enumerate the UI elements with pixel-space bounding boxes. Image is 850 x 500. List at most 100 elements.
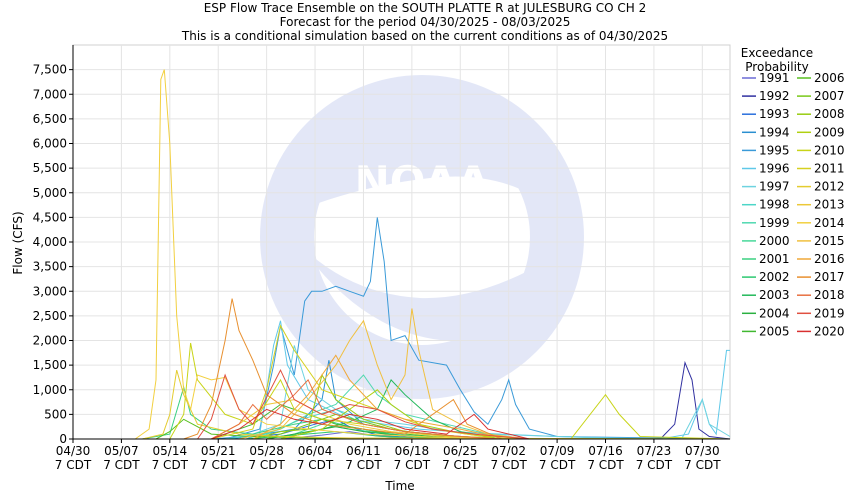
legend-label-2003: 2003 (759, 288, 790, 302)
x-tick-label-time: 7 CDT (345, 458, 382, 472)
series-line-2020 (73, 408, 730, 440)
y-tick-label: 7,000 (33, 87, 67, 101)
x-tick-label-date: 07/23 (637, 444, 672, 458)
legend-label-2002: 2002 (759, 270, 790, 284)
x-tick-label-time: 7 CDT (248, 458, 285, 472)
legend-title-line-1: Exceedance (741, 46, 813, 60)
y-tick-label: 2,500 (33, 309, 67, 323)
x-tick-label-time: 7 CDT (684, 458, 721, 472)
y-tick-label: 1,500 (33, 358, 67, 372)
y-tick-label: 1,000 (33, 383, 67, 397)
y-tick-label: 500 (44, 407, 67, 421)
legend-label-1994: 1994 (759, 125, 790, 139)
gridlines (73, 45, 730, 439)
x-tick-label-time: 7 CDT (587, 458, 624, 472)
series-line-2015 (73, 308, 730, 440)
x-tick-label-time: 7 CDT (636, 458, 673, 472)
svg-text:NOAA: NOAA (355, 157, 490, 206)
legend-label-2018: 2018 (814, 288, 845, 302)
legend-label-2001: 2001 (759, 252, 790, 266)
series-line-2006 (73, 418, 731, 440)
x-tick-label-date: 06/04 (298, 444, 333, 458)
legend: Exceedance Probability 19911992199319941… (741, 46, 845, 338)
y-tick-label: 5,500 (33, 161, 67, 175)
series-line-2012 (73, 369, 731, 440)
x-tick-label-time: 7 CDT (490, 458, 527, 472)
x-tick-label-date: 07/30 (685, 444, 720, 458)
legend-label-2008: 2008 (814, 107, 845, 121)
series-line-2014 (73, 69, 730, 440)
x-tick-label-date: 07/16 (588, 444, 623, 458)
legend-label-2015: 2015 (814, 234, 845, 248)
series-line-2011 (73, 324, 730, 440)
y-tick-label: 3,000 (33, 284, 67, 298)
series-line-2010 (73, 342, 731, 440)
legend-label-2014: 2014 (814, 216, 845, 230)
legend-label-1997: 1997 (759, 180, 790, 194)
legend-label-2016: 2016 (814, 252, 845, 266)
legend-label-2010: 2010 (814, 143, 845, 157)
legend-label-1992: 1992 (759, 89, 790, 103)
x-tick-label-date: 05/14 (153, 444, 188, 458)
legend-label-2006: 2006 (814, 71, 845, 85)
legend-label-1999: 1999 (759, 216, 790, 230)
chart-subtitle-line-1: Forecast for the period 04/30/2025 - 08/… (280, 15, 571, 29)
x-tick-label-time: 7 CDT (297, 458, 334, 472)
legend-label-1995: 1995 (759, 143, 790, 157)
legend-label-1991: 1991 (759, 71, 790, 85)
x-tick-label-time: 7 CDT (442, 458, 479, 472)
x-tick-label-time: 7 CDT (152, 458, 189, 472)
legend-label-1993: 1993 (759, 107, 790, 121)
x-tick-label-date: 06/25 (443, 444, 478, 458)
y-tick-label: 6,000 (33, 137, 67, 151)
y-axis-ticks: 0 500 1,000 1,500 2,000 2,500 3,000 3,500 4,000 4… (33, 63, 73, 446)
y-tick-label: 6,500 (33, 112, 67, 126)
legend-label-2019: 2019 (814, 306, 845, 320)
x-tick-label-date: 04/30 (56, 444, 91, 458)
legend-label-1996: 1996 (759, 162, 790, 176)
y-tick-label: 7,500 (33, 63, 67, 77)
y-tick-label: 4,500 (33, 210, 67, 224)
series-line-2019 (73, 368, 730, 440)
legend-items: 1991 1992 1993 1994 1995 1996 1997 1998 1999 2000… (742, 71, 845, 338)
chart-title: ESP Flow Trace Ensemble on the SOUTH PLA… (204, 1, 647, 15)
legend-label-1998: 1998 (759, 198, 790, 212)
series-lines (73, 69, 731, 440)
x-tick-label-date: 06/11 (346, 444, 381, 458)
x-tick-label-time: 7 CDT (103, 458, 140, 472)
x-tick-label-date: 07/09 (540, 444, 575, 458)
x-tick-label-date: 05/28 (249, 444, 284, 458)
x-tick-label-date: 07/02 (491, 444, 526, 458)
legend-title-line-2: Probability (745, 60, 808, 74)
x-tick-label-date: 05/07 (104, 444, 139, 458)
series-line-2017 (73, 298, 730, 440)
y-axis-label: Flow (CFS) (11, 211, 25, 274)
y-tick-label: 5,000 (33, 186, 67, 200)
legend-label-2009: 2009 (814, 125, 845, 139)
legend-label-2017: 2017 (814, 270, 845, 284)
series-line-2018 (73, 379, 730, 440)
series-line-1995 (73, 217, 731, 440)
x-tick-label-date: 05/21 (201, 444, 236, 458)
x-tick-label-time: 7 CDT (539, 458, 576, 472)
legend-label-2012: 2012 (814, 180, 845, 194)
y-tick-label: 2,000 (33, 334, 67, 348)
x-tick-label-date: 06/18 (395, 444, 430, 458)
y-tick-label: 4,000 (33, 235, 67, 249)
noaa-watermark-logo: NOAA (260, 75, 584, 399)
x-axis-label: Time (384, 479, 414, 493)
x-tick-label-time: 7 CDT (200, 458, 237, 472)
legend-label-2005: 2005 (759, 324, 790, 338)
legend-label-2013: 2013 (814, 198, 845, 212)
x-tick-label-time: 7 CDT (394, 458, 431, 472)
legend-label-2000: 2000 (759, 234, 790, 248)
legend-label-2020: 2020 (814, 324, 845, 338)
y-tick-label: 0 (59, 432, 67, 446)
legend-label-2011: 2011 (814, 162, 845, 176)
x-tick-label-time: 7 CDT (55, 458, 92, 472)
chart-subtitle-line-2: This is a conditional simulation based o… (181, 29, 668, 43)
legend-label-2004: 2004 (759, 306, 790, 320)
y-tick-label: 3,500 (33, 260, 67, 274)
